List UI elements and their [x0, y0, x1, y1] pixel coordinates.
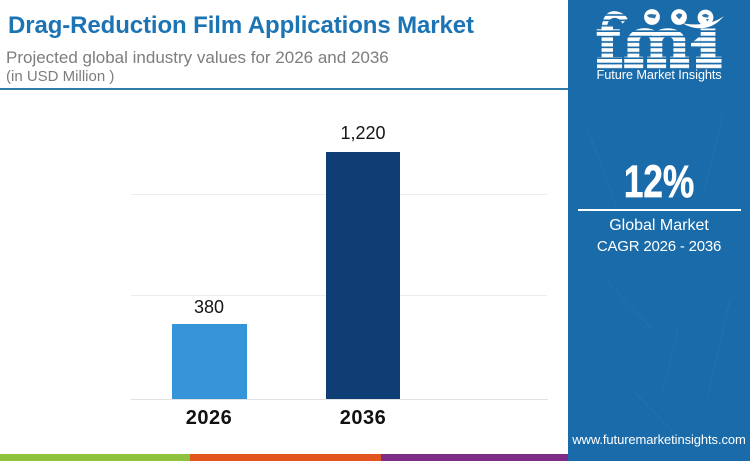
svg-text:Future Market Insights: Future Market Insights: [597, 67, 722, 82]
